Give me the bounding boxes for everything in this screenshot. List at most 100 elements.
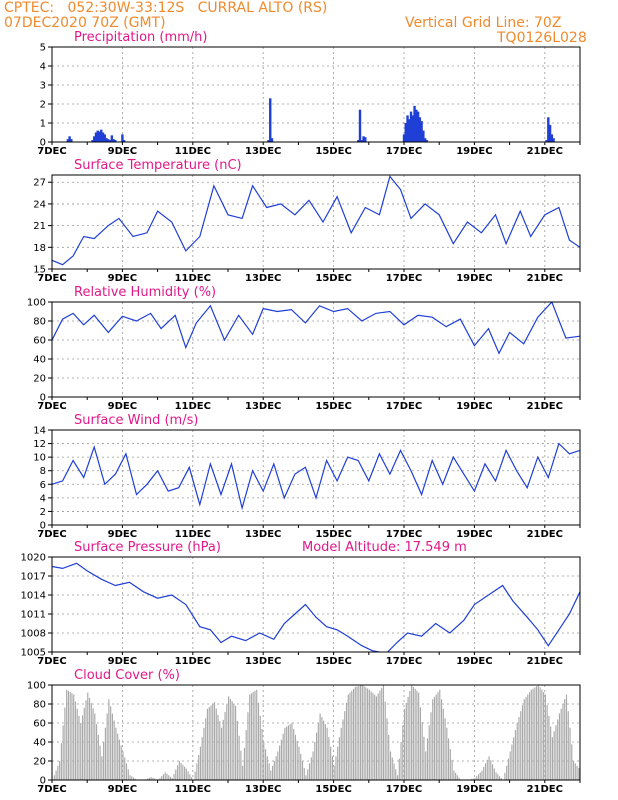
y-tick-label: 2 <box>40 100 46 111</box>
cloud-bar <box>289 724 291 780</box>
precip-bar <box>550 134 554 142</box>
cloud-bar <box>578 768 580 780</box>
station-header: CPTEC: 052:30W-33:12S CURRAL ALTO (RS) <box>4 0 328 16</box>
cloud-bar <box>421 722 423 780</box>
cloud-bar <box>108 699 110 780</box>
cloud-bar <box>104 727 106 780</box>
cloud-bar <box>71 693 73 780</box>
cloud-bar <box>245 730 247 780</box>
cloud-bar <box>92 708 94 780</box>
precip-bar <box>101 132 105 142</box>
cloud-bar <box>484 763 487 780</box>
cloud-bar <box>53 775 55 780</box>
cloud-bar <box>525 696 527 780</box>
cloud-bar <box>199 746 201 780</box>
x-tick-label: 13DEC <box>245 401 281 412</box>
precip-bar <box>112 139 115 142</box>
cloud-bar <box>115 727 117 780</box>
cloud-bar <box>154 778 156 780</box>
cloud-bar <box>228 696 230 780</box>
series-group <box>52 302 580 355</box>
panel-frame <box>51 556 581 653</box>
cloud-bar <box>268 763 270 780</box>
x-tick-label: 13DEC <box>245 146 281 157</box>
panel-3: 0 2 4 6 8 10 12 14 7DEC 9DEC 11DEC 13DEC 15DEC 17DEC 1… <box>33 413 581 540</box>
x-tick-label: 19DEC <box>456 273 492 284</box>
cloud-bar <box>440 699 443 780</box>
cloud-bar <box>511 744 513 780</box>
x-tick-label: 9DEC <box>108 273 137 284</box>
y-tick-label: 100 <box>27 298 46 309</box>
cloud-bar <box>162 774 165 780</box>
cloud-bar <box>217 714 219 780</box>
cloud-bar <box>308 763 311 780</box>
cloud-bar <box>240 750 242 780</box>
cloud-bar <box>266 756 268 780</box>
cloud-bar <box>337 746 339 780</box>
cloud-bar <box>59 761 61 780</box>
y-tick-label: 40 <box>33 355 46 366</box>
cloud-bar <box>198 755 200 780</box>
precip-bar <box>70 139 73 142</box>
cloud-bar <box>164 772 166 780</box>
cloud-bar <box>215 708 217 780</box>
cloud-bar <box>125 763 128 780</box>
cloud-bar <box>504 772 506 780</box>
cloud-bar <box>134 778 136 780</box>
cloud-bar <box>275 756 277 780</box>
x-tick-label: 13DEC <box>245 529 281 540</box>
cloud-bar <box>106 713 108 780</box>
cloud-bar <box>261 728 263 780</box>
x-tick-label: 7DEC <box>37 401 66 412</box>
cloud-bar <box>173 773 175 780</box>
cloud-bar <box>546 705 548 780</box>
precip-bar <box>411 115 414 142</box>
cloud-bar <box>120 745 122 780</box>
cloud-bar <box>375 696 377 780</box>
x-tick-label: 17DEC <box>386 401 422 412</box>
precip-bar <box>114 140 117 142</box>
y-tick-label: 18 <box>33 243 46 254</box>
cloud-bar <box>203 727 205 780</box>
cloud-bar <box>368 689 370 780</box>
y-tick-label: 4 <box>40 493 46 504</box>
y-tick-label: 8 <box>40 466 46 477</box>
cloud-bar <box>60 743 62 780</box>
panel-annotation: Model Altitude: 17.549 m <box>302 540 467 555</box>
precip-bar <box>360 140 363 142</box>
precip-bar <box>423 138 427 142</box>
precip-bar <box>94 132 98 142</box>
cloud-bar <box>312 751 314 780</box>
precip-bar <box>402 134 406 142</box>
cloud-bar <box>384 701 386 780</box>
precip-bar <box>425 140 429 142</box>
cloud-bar <box>483 766 485 780</box>
cloud-bar <box>331 756 333 780</box>
cloud-bar <box>544 694 546 780</box>
cloud-bar <box>418 692 420 780</box>
cloud-bar <box>148 777 150 780</box>
precip-bar <box>413 105 416 142</box>
cloud-bar <box>377 693 379 780</box>
cloud-bar <box>118 739 121 780</box>
cloud-bar <box>171 778 173 780</box>
cloud-bar <box>97 734 99 780</box>
x-tick-label: 21DEC <box>527 401 563 412</box>
cloud-bar <box>458 777 460 780</box>
cloud-bar <box>363 686 365 780</box>
cloud-bar <box>305 775 307 780</box>
cloud-bar <box>233 703 235 780</box>
cloud-bar <box>194 771 196 780</box>
x-tick-label: 21DEC <box>527 529 563 540</box>
y-tick-label: 12 <box>33 439 46 450</box>
cloud-bar <box>451 759 453 780</box>
x-tick-label: 7DEC <box>37 529 66 540</box>
x-tick-label: 15DEC <box>315 401 351 412</box>
cloud-bar <box>103 742 105 780</box>
cloud-bar <box>293 728 295 780</box>
cloud-bar <box>499 776 501 780</box>
x-tick-label: 11DEC <box>175 401 211 412</box>
y-tick-label: 1005 <box>21 648 46 659</box>
cloud-bar <box>85 700 87 780</box>
cloud-bar <box>242 765 244 780</box>
